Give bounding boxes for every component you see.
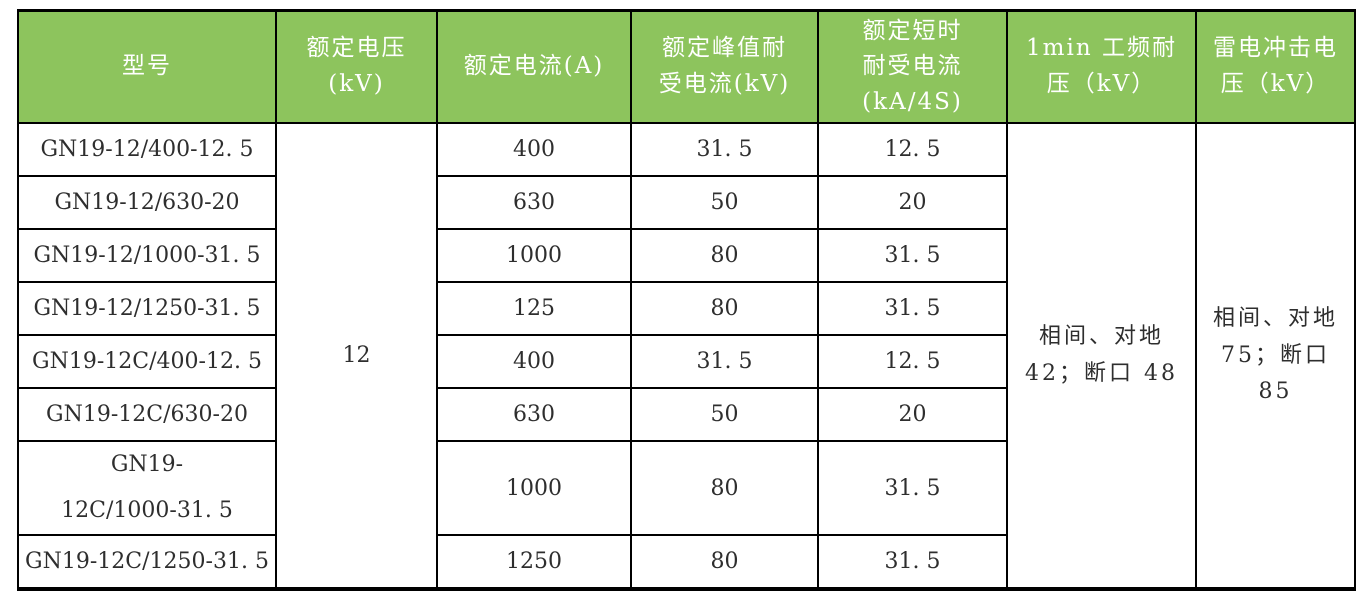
peak-withstand-cell: 80 [630, 228, 819, 283]
short-time-withstand-cell: 20 [817, 175, 1008, 230]
short-time-withstand-cell: 31. 5 [817, 281, 1008, 336]
power-frequency-merged-cell: 相间、对地 42；断口 48 [1006, 121, 1197, 591]
model-cell: GN19-12C/1250-31. 5 [17, 534, 277, 591]
table-row: GN19-12/1250-31. 5 125 80 31. 5 [17, 281, 1355, 336]
column-header-model: 型号 [17, 9, 277, 124]
table-row: GN19-12/1000-31. 5 1000 80 31. 5 [17, 228, 1355, 283]
rated-current-cell: 125 [436, 281, 632, 336]
model-cell: GN19-12/400-12. 5 [17, 122, 277, 177]
short-time-withstand-cell: 31. 5 [817, 228, 1008, 283]
model-cell: GN19-12/1000-31. 5 [17, 228, 277, 283]
peak-withstand-cell: 80 [630, 534, 819, 591]
rated-current-cell: 1000 [436, 228, 632, 283]
spec-table: 型号 额定电压 (kV) 额定电流(A) 额定峰值耐 受电流(kV) 额定短时 … [17, 9, 1356, 591]
model-cell: GN19-12/1250-31. 5 [17, 281, 277, 336]
peak-withstand-cell: 50 [630, 387, 819, 442]
table-header: 型号 额定电压 (kV) 额定电流(A) 额定峰值耐 受电流(kV) 额定短时 … [17, 9, 1356, 124]
model-cell: GN19-12C/630-20 [17, 387, 277, 442]
table-row: GN19-12C/400-12. 5 400 31. 5 12. 5 [17, 334, 1355, 389]
column-header-rated-current: 额定电流(A) [436, 9, 632, 124]
short-time-withstand-cell: 12. 5 [817, 334, 1008, 389]
model-cell: GN19-12/630-20 [17, 175, 277, 230]
column-header-short-time-withstand-current: 额定短时 耐受电流 (kA/4S) [817, 9, 1008, 124]
header-row: 型号 额定电压 (kV) 额定电流(A) 额定峰值耐 受电流(kV) 额定短时 … [17, 9, 1356, 124]
column-header-rated-voltage: 额定电压 (kV) [275, 9, 438, 124]
short-time-withstand-cell: 31. 5 [817, 534, 1008, 591]
table-row: GN19-12C/1250-31. 5 1250 80 31. 5 [17, 534, 1355, 591]
table-body: GN19-12/400-12. 5 12 400 31. 5 12. 5 相间、… [17, 121, 1356, 591]
short-time-withstand-cell: 20 [817, 387, 1008, 442]
lightning-impulse-merged-cell: 相间、对地 75；断口 85 [1195, 121, 1356, 591]
peak-withstand-cell: 80 [630, 281, 819, 336]
rated-current-cell: 630 [436, 175, 632, 230]
rated-voltage-merged-cell: 12 [275, 121, 438, 591]
column-header-peak-withstand-current: 额定峰值耐 受电流(kV) [630, 9, 819, 124]
peak-withstand-cell: 50 [630, 175, 819, 230]
table-row: GN19-12/630-20 630 50 20 [17, 175, 1355, 230]
peak-withstand-cell: 31. 5 [630, 122, 819, 177]
rated-current-cell: 400 [436, 122, 632, 177]
table-row: GN19-12C/630-20 630 50 20 [17, 387, 1355, 442]
table-row: GN19- 12C/1000-31. 5 1000 80 31. 5 [17, 439, 1355, 537]
peak-withstand-cell: 80 [630, 439, 819, 537]
model-cell: GN19- 12C/1000-31. 5 [17, 439, 277, 537]
short-time-withstand-cell: 12. 5 [817, 122, 1008, 177]
rated-current-cell: 630 [436, 387, 632, 442]
short-time-withstand-cell: 31. 5 [817, 439, 1008, 537]
spec-table-container: 型号 额定电压 (kV) 额定电流(A) 额定峰值耐 受电流(kV) 额定短时 … [17, 9, 1356, 591]
rated-current-cell: 1250 [436, 534, 632, 591]
table-row: GN19-12/400-12. 5 12 400 31. 5 12. 5 相间、… [17, 121, 1356, 591]
rated-current-cell: 400 [436, 334, 632, 389]
column-header-power-frequency-withstand-voltage: 1min 工频耐 压（kV） [1006, 9, 1197, 124]
peak-withstand-cell: 31. 5 [630, 334, 819, 389]
rated-current-cell: 1000 [436, 439, 632, 537]
model-cell: GN19-12C/400-12. 5 [17, 334, 277, 389]
column-header-lightning-impulse-voltage: 雷电冲击电 压（kV） [1195, 9, 1356, 124]
